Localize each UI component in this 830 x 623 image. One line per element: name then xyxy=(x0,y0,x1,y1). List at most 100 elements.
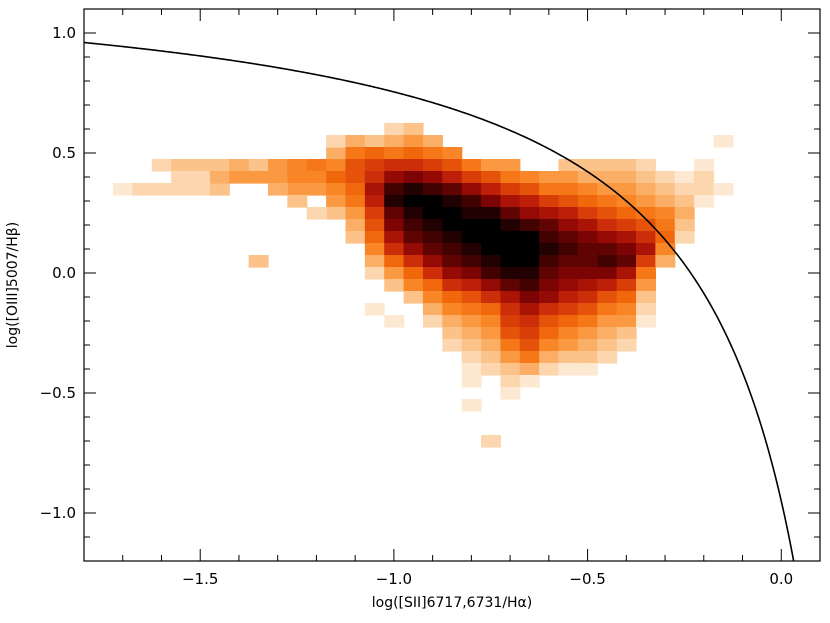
y-tick-label: 0.5 xyxy=(52,144,76,162)
density-cell xyxy=(674,195,695,208)
density-cell xyxy=(674,183,695,196)
density-cell xyxy=(403,207,424,220)
density-cell xyxy=(442,303,463,316)
density-cell xyxy=(539,279,560,292)
density-cell xyxy=(461,399,482,412)
density-cell xyxy=(442,291,463,304)
density-cell xyxy=(422,207,443,220)
density-cell xyxy=(364,243,385,256)
density-cell xyxy=(577,279,598,292)
density-cell xyxy=(519,207,540,220)
density-cell xyxy=(481,435,502,448)
density-cell xyxy=(481,351,502,364)
x-tick-label: 0.0 xyxy=(769,570,793,588)
density-cell xyxy=(694,195,715,208)
density-cell xyxy=(403,171,424,184)
density-cell xyxy=(171,171,192,184)
density-cell xyxy=(519,231,540,244)
density-cell xyxy=(422,303,443,316)
density-cell xyxy=(442,171,463,184)
density-cell xyxy=(403,267,424,280)
density-cell xyxy=(403,279,424,292)
density-cell xyxy=(268,171,288,184)
density-cell xyxy=(364,231,385,244)
density-cell xyxy=(384,135,405,148)
density-cell xyxy=(636,303,656,316)
density-cell xyxy=(519,339,540,352)
density-cell xyxy=(345,147,366,160)
density-cell xyxy=(577,171,598,184)
density-cell xyxy=(500,219,521,232)
density-cell xyxy=(384,123,405,136)
density-cell xyxy=(577,243,598,256)
density-cell xyxy=(636,255,656,268)
density-cell xyxy=(326,207,347,220)
density-cell xyxy=(577,207,598,220)
density-cell xyxy=(655,207,676,220)
density-cell xyxy=(364,207,385,220)
density-cell xyxy=(384,255,405,268)
density-cell xyxy=(616,183,637,196)
density-cell xyxy=(500,207,521,220)
density-cell xyxy=(558,219,579,232)
density-cell xyxy=(500,327,521,340)
density-cell xyxy=(422,195,443,208)
density-cell xyxy=(422,171,443,184)
density-cell xyxy=(461,327,482,340)
density-cell xyxy=(461,207,482,220)
density-cell xyxy=(558,363,579,376)
y-tick-label: 1.0 xyxy=(52,24,76,42)
density-cell xyxy=(597,195,618,208)
density-cell xyxy=(519,171,540,184)
density-cell xyxy=(403,291,424,304)
density-cell xyxy=(481,327,502,340)
density-cell xyxy=(597,291,618,304)
density-cell xyxy=(306,159,327,172)
density-cell xyxy=(364,183,385,196)
density-cell xyxy=(636,207,656,220)
density-cell xyxy=(442,243,463,256)
density-cell xyxy=(597,171,618,184)
density-cell xyxy=(403,135,424,148)
density-cell xyxy=(519,363,540,376)
density-cell xyxy=(519,351,540,364)
density-cell xyxy=(384,159,405,172)
density-cell xyxy=(539,255,560,268)
density-cell xyxy=(461,363,482,376)
density-heatmap xyxy=(113,123,734,448)
density-cell xyxy=(558,267,579,280)
density-cell xyxy=(345,231,366,244)
density-cell xyxy=(422,159,443,172)
density-cell xyxy=(558,315,579,328)
density-cell xyxy=(539,207,560,220)
density-cell xyxy=(558,243,579,256)
density-cell xyxy=(597,279,618,292)
density-cell xyxy=(461,351,482,364)
density-cell xyxy=(326,135,347,148)
density-cell xyxy=(442,207,463,220)
density-cell xyxy=(616,255,637,268)
density-cell xyxy=(345,159,366,172)
density-cell xyxy=(616,303,637,316)
density-cell xyxy=(461,243,482,256)
density-cell xyxy=(636,183,656,196)
density-cell xyxy=(461,195,482,208)
density-cell xyxy=(481,171,502,184)
y-tick-label: 0.0 xyxy=(52,264,76,282)
density-cell xyxy=(209,159,230,172)
density-cell xyxy=(403,183,424,196)
density-cell xyxy=(500,159,521,172)
density-cell xyxy=(481,159,502,172)
density-cell xyxy=(248,159,269,172)
density-cell xyxy=(577,159,598,172)
density-cell xyxy=(694,159,715,172)
x-axis-label: log([SII]6717,6731/Hα) xyxy=(372,595,533,611)
density-cell xyxy=(364,135,385,148)
density-cell xyxy=(694,183,715,196)
density-cell xyxy=(577,303,598,316)
density-cell xyxy=(481,291,502,304)
density-cell xyxy=(558,339,579,352)
density-cell xyxy=(345,135,366,148)
density-cell xyxy=(481,231,502,244)
density-cell xyxy=(636,279,656,292)
